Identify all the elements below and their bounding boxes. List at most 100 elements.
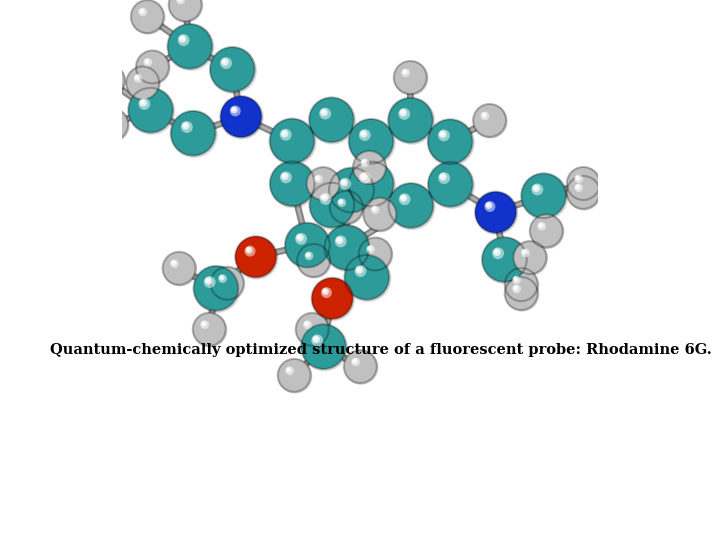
Circle shape [575,175,581,181]
Circle shape [95,108,130,143]
Circle shape [485,202,492,209]
Circle shape [438,172,450,184]
Circle shape [235,237,276,278]
Circle shape [296,313,330,347]
Circle shape [494,249,498,254]
Circle shape [204,277,212,285]
Circle shape [168,0,203,23]
Circle shape [366,245,375,254]
Circle shape [306,253,310,256]
Circle shape [344,350,379,384]
Circle shape [206,278,210,282]
Circle shape [354,265,366,277]
Circle shape [537,222,546,231]
Circle shape [575,184,583,192]
Circle shape [101,73,104,76]
Circle shape [312,335,320,343]
Circle shape [285,222,332,269]
Circle shape [330,191,363,224]
Circle shape [145,59,148,63]
Circle shape [221,58,229,66]
Circle shape [368,246,371,249]
Circle shape [134,74,143,83]
Circle shape [513,241,546,274]
Circle shape [428,119,472,164]
Circle shape [304,321,310,327]
Circle shape [567,167,601,201]
Circle shape [344,255,389,300]
Circle shape [281,172,289,180]
Circle shape [521,248,530,258]
Circle shape [400,109,407,117]
Circle shape [439,131,446,138]
Circle shape [138,8,147,16]
Circle shape [309,97,354,142]
Circle shape [531,184,544,195]
Circle shape [388,98,433,143]
Circle shape [372,207,375,210]
Circle shape [576,185,579,188]
Circle shape [144,59,150,64]
Circle shape [270,161,315,206]
Circle shape [235,237,279,280]
Circle shape [513,276,518,282]
Circle shape [135,75,140,80]
Circle shape [485,201,495,212]
Circle shape [171,111,215,156]
Circle shape [394,61,428,96]
Circle shape [232,107,235,111]
Circle shape [230,105,240,117]
Circle shape [351,357,360,366]
Circle shape [180,36,184,40]
Circle shape [401,69,410,77]
Circle shape [219,275,225,281]
Circle shape [183,123,187,127]
Circle shape [440,131,444,136]
Circle shape [514,286,517,289]
Circle shape [505,277,539,312]
Circle shape [534,186,538,190]
Circle shape [335,235,346,247]
Circle shape [575,174,583,183]
Circle shape [402,70,406,73]
Circle shape [295,233,307,245]
Circle shape [310,183,356,230]
Circle shape [126,66,159,99]
Circle shape [140,9,143,12]
Circle shape [505,268,538,301]
Circle shape [171,261,175,264]
Circle shape [314,174,323,184]
Circle shape [394,61,427,94]
Circle shape [322,288,329,295]
Circle shape [532,185,540,192]
Circle shape [211,267,246,301]
Circle shape [202,322,205,325]
Circle shape [359,129,371,141]
Circle shape [389,183,436,230]
Text: Quantum-chemically optimized structure of a fluorescent probe: Rhodamine 6G.: Quantum-chemically optimized structure o… [50,343,712,357]
Circle shape [341,179,348,186]
Circle shape [359,238,393,272]
Circle shape [305,322,308,325]
Circle shape [171,111,217,158]
Circle shape [168,24,215,71]
Circle shape [389,183,433,228]
Circle shape [287,368,290,371]
Circle shape [210,47,255,92]
Circle shape [482,113,485,116]
Circle shape [321,110,325,114]
Circle shape [514,277,517,280]
Circle shape [325,225,369,270]
Circle shape [211,267,243,300]
Circle shape [325,225,372,272]
Circle shape [170,259,179,268]
Circle shape [344,255,392,302]
Circle shape [315,176,319,179]
Circle shape [297,244,330,277]
Circle shape [297,244,332,279]
Circle shape [364,198,398,232]
Circle shape [278,359,312,394]
Circle shape [193,313,226,346]
Circle shape [349,161,394,206]
Circle shape [297,235,302,239]
